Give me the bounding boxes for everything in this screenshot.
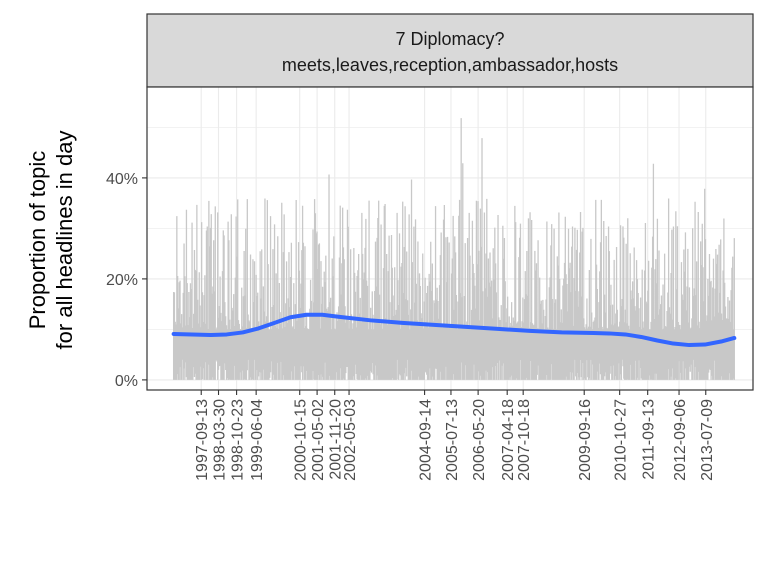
x-tick-label: 2007-10-18 — [516, 399, 533, 481]
x-tick-label: 2011-09-13 — [641, 399, 658, 480]
x-tick-label: 2004-09-14 — [418, 399, 435, 481]
x-tick-label: 2007-04-18 — [500, 399, 517, 481]
y-tick-label: 40% — [106, 171, 138, 188]
x-tick-label: 2009-09-16 — [577, 399, 594, 481]
panel-border — [146, 86, 754, 391]
x-axis: 1997-09-13 1998-03-30 1998-10-23 1999-06-04… — [194, 390, 716, 481]
y-tick-label: 0% — [115, 373, 138, 390]
x-tick-label: 2002-05-03 — [342, 399, 359, 481]
x-tick-label: 2010-10-27 — [613, 399, 630, 481]
x-tick-label: 1999-06-04 — [249, 399, 266, 481]
x-tick-label: 1998-03-30 — [212, 399, 229, 481]
smooth-trend-series — [171, 312, 737, 348]
y-tick-label: 20% — [106, 272, 138, 289]
x-tick-label: 2001-05-02 — [310, 399, 327, 481]
y-axis: 0% 20% 40% — [106, 171, 147, 390]
y-axis-title-line1: Proportion of topic — [25, 151, 50, 330]
x-tick-label: 2000-10-15 — [293, 399, 310, 481]
x-tick-label: 1997-09-13 — [194, 399, 211, 481]
smooth-trend-line — [171, 312, 737, 348]
x-tick-label: 2012-09-06 — [672, 399, 689, 481]
x-tick-label: 1998-10-23 — [230, 399, 247, 481]
x-tick-label: 2005-07-13 — [444, 399, 461, 481]
facet-title-line1: 7 Diplomacy? — [395, 29, 504, 49]
x-tick-label: 2001-11-20 — [328, 399, 345, 480]
facet-title-line2: meets,leaves,reception,ambassador,hosts — [282, 55, 618, 75]
y-axis-title-line2: for all headlines in day — [52, 131, 77, 350]
x-tick-label: 2006-05-20 — [471, 399, 488, 481]
x-tick-label: 2013-07-09 — [699, 399, 716, 481]
facet-strip — [146, 13, 754, 88]
